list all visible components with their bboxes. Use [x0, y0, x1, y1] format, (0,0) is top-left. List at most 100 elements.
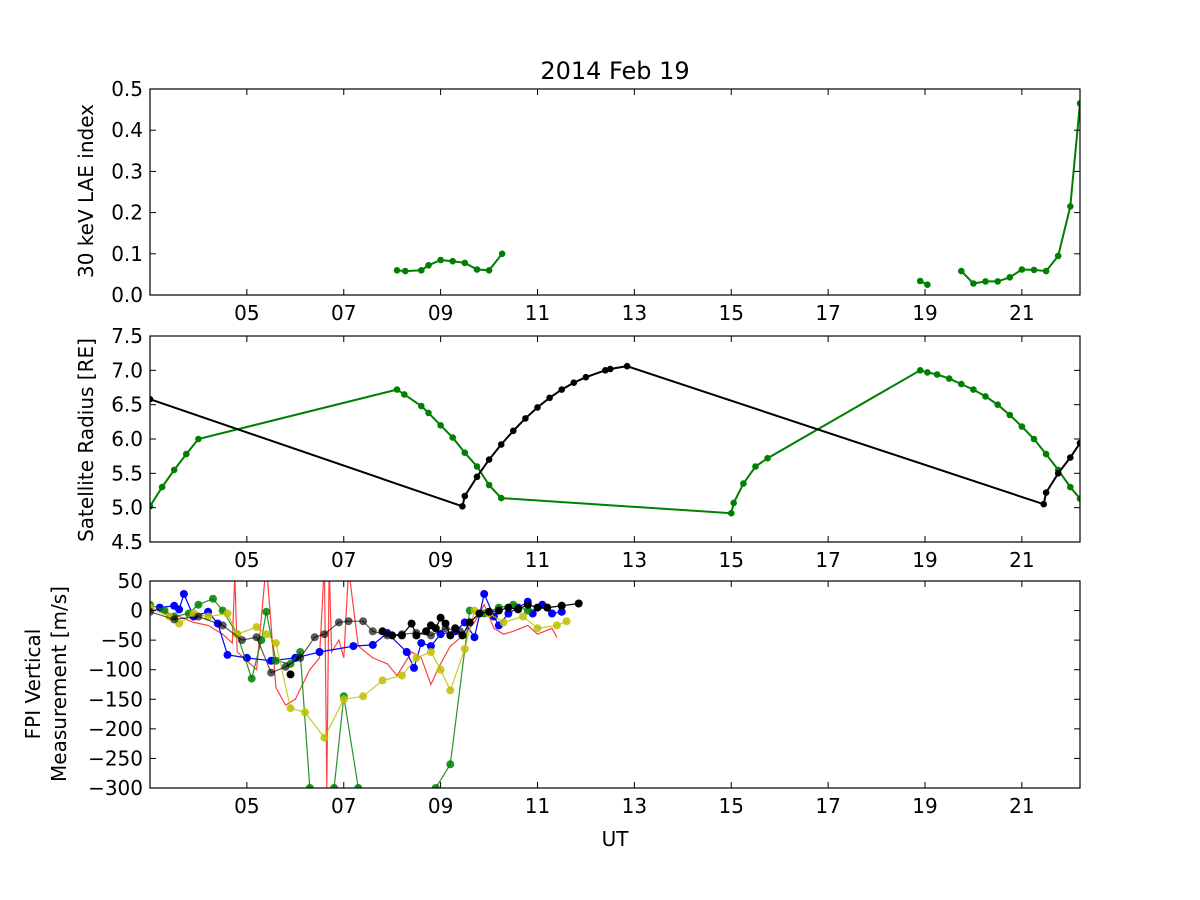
fpi-series-2-point-0-10 — [262, 607, 271, 616]
fpi-series-5-point-1-17 — [504, 603, 513, 612]
radius-series-0-point-0-22 — [933, 371, 941, 378]
fpi-series-4-point-0-14 — [368, 627, 377, 636]
lae-ytick-label: 0.2 — [111, 201, 143, 225]
fpi-series-3-point-0-8 — [262, 630, 271, 639]
radius-series-0-point-0-20 — [916, 367, 924, 374]
fpi-series-4-point-0-2 — [194, 612, 203, 621]
fpi-ytick-label: −50 — [101, 628, 143, 652]
fpi-ytick-label: −150 — [88, 687, 143, 711]
fpi-series-5-point-1-9 — [441, 619, 450, 628]
fpi-series-2-point-0-8 — [247, 674, 256, 683]
fpi-series-5-point-1-7 — [431, 624, 440, 633]
fpi-series-3-point-0-28 — [562, 617, 571, 626]
radius-series-1-point-0-19 — [1067, 454, 1074, 461]
radius-xtick-label: 05 — [234, 548, 259, 572]
fpi-series-2-point-0-11 — [271, 656, 280, 665]
radius-series-0-point-0-25 — [970, 386, 977, 393]
fpi-xtick-label: 21 — [1009, 794, 1034, 818]
fpi-series-3-point-0-20 — [446, 686, 455, 695]
radius-series-1-point-0-8 — [534, 404, 541, 411]
fpi-series-1-point-0-18 — [426, 642, 435, 651]
lae-series-0-point-0-5 — [449, 257, 457, 265]
fpi-series-5-point-1-3 — [407, 619, 416, 628]
radius-series-1-point-0-7 — [522, 415, 529, 422]
fpi-series-3-point-0-15 — [378, 676, 387, 685]
lae-series-0-point-0-3 — [425, 262, 432, 269]
lae-series-0-point-0-0 — [393, 267, 401, 274]
fpi-series-1-point-0-12 — [349, 642, 358, 651]
fpi-series-2-point-2-6 — [523, 606, 532, 615]
radius-series-0-point-0-29 — [1018, 423, 1026, 430]
fpi-series-5-point-1-22 — [557, 601, 566, 610]
fpi-series-4-point-0-8 — [296, 653, 305, 662]
radius-series-1-point-0-3 — [473, 473, 481, 481]
lae-ytick-label: 0.4 — [111, 118, 143, 142]
fpi-series-5-point-1-8 — [436, 613, 445, 622]
radius-xtick-label: 11 — [525, 548, 550, 572]
fpi-series-3-point-0-9 — [271, 639, 280, 648]
fpi-series-5-point-1-2 — [397, 631, 406, 640]
fpi-series-5-point-1-16 — [494, 606, 503, 615]
radius-series-0-point-0-16 — [730, 499, 737, 507]
fpi-series-5-point-1-1 — [388, 631, 397, 640]
fpi-series-4-point-0-9 — [310, 633, 319, 642]
lae-axes-frame — [149, 88, 1081, 296]
fpi-ytick-label: 50 — [118, 569, 143, 593]
lae-plot-area — [393, 100, 1080, 289]
radius-series-1-point-0-17 — [1042, 489, 1050, 496]
fpi-xtick-label: 13 — [622, 794, 647, 818]
radius-series-1-point-0-2 — [461, 492, 469, 500]
radius-series-1-point-0-5 — [497, 441, 505, 448]
lae-series-0-point-2-0 — [958, 267, 965, 275]
fpi-series-5-point-1-14 — [475, 609, 484, 618]
fpi-xtick-label: 11 — [525, 794, 550, 818]
fpi-xtick-label: 19 — [912, 794, 937, 818]
radius-series-1-point-0-4 — [485, 456, 493, 463]
fpi-series-1-point-0-32 — [557, 607, 566, 616]
radius-series-0-point-0-18 — [752, 463, 759, 470]
lae-series-0-point-2-6 — [1030, 266, 1038, 274]
fpi-series-5-point-1-18 — [514, 605, 523, 614]
radius-series-1-point-0-18 — [1054, 470, 1062, 477]
radius-series-0-point-0-24 — [958, 380, 965, 388]
radius-series-1-point-0-10 — [558, 386, 565, 393]
fpi-series-5-point-1-20 — [533, 603, 542, 612]
lae-xtick-label: 09 — [428, 301, 453, 325]
fpi-series-4-point-0-6 — [267, 668, 276, 677]
radius-series-0-point-0-33 — [1067, 483, 1074, 491]
radius-series-0-point-0-10 — [449, 434, 457, 441]
radius-series-0-point-0-31 — [1042, 450, 1050, 458]
fpi-series-5-point-0-0 — [286, 670, 295, 679]
fpi-series-2-point-2-1 — [446, 760, 455, 769]
radius-series-0-point-0-4 — [195, 435, 202, 443]
lae-series-0-point-0-4 — [437, 256, 444, 264]
fpi-series-3-point-0-10 — [286, 704, 295, 713]
radius-series-0-point-0-5 — [393, 386, 401, 393]
fpi-series-4-point-0-11 — [334, 618, 343, 627]
radius-ytick-label: 5.0 — [111, 496, 143, 520]
fpi-series-4-point-0-0 — [150, 607, 154, 616]
fpi-series-2-point-0-1 — [160, 606, 169, 615]
fpi-series-1-point-0-17 — [417, 639, 426, 648]
fpi-series-5-point-1-5 — [422, 627, 431, 636]
lae-series-0-point-2-8 — [1054, 252, 1062, 260]
fpi-series-3-point-0-14 — [359, 692, 368, 701]
lae-ytick-label: 0.1 — [111, 242, 143, 266]
fpi-series-2-point-1-0 — [330, 784, 339, 788]
radius-xtick-label: 07 — [331, 548, 356, 572]
radius-series-1-point-0-9 — [546, 394, 553, 402]
fpi-ylabel-line1: FPI Vertical — [21, 629, 45, 740]
fpi-series-4-point-0-5 — [252, 633, 261, 642]
lae-series-0-point-2-1 — [970, 280, 977, 287]
radius-series-0-point-0-30 — [1030, 435, 1038, 443]
lae-series-0-point-0-9 — [498, 250, 506, 258]
fpi-ytick-label: −250 — [88, 746, 143, 770]
fpi-series-3-point-0-21 — [460, 645, 469, 653]
radius-series-0-point-0-13 — [485, 481, 493, 489]
radius-ylabel: Satellite Radius [RE] — [74, 338, 98, 542]
fpi-series-5-point-1-12 — [458, 631, 467, 640]
lae-ytick-label: 0.0 — [111, 283, 143, 307]
fpi-series-2-point-0-5 — [209, 594, 217, 603]
lae-index-panel: 2014 Feb 19 30 keV LAE index 05 07 09 11 13 1… — [74, 57, 1081, 325]
lae-series-0-point-1-0 — [916, 277, 924, 285]
